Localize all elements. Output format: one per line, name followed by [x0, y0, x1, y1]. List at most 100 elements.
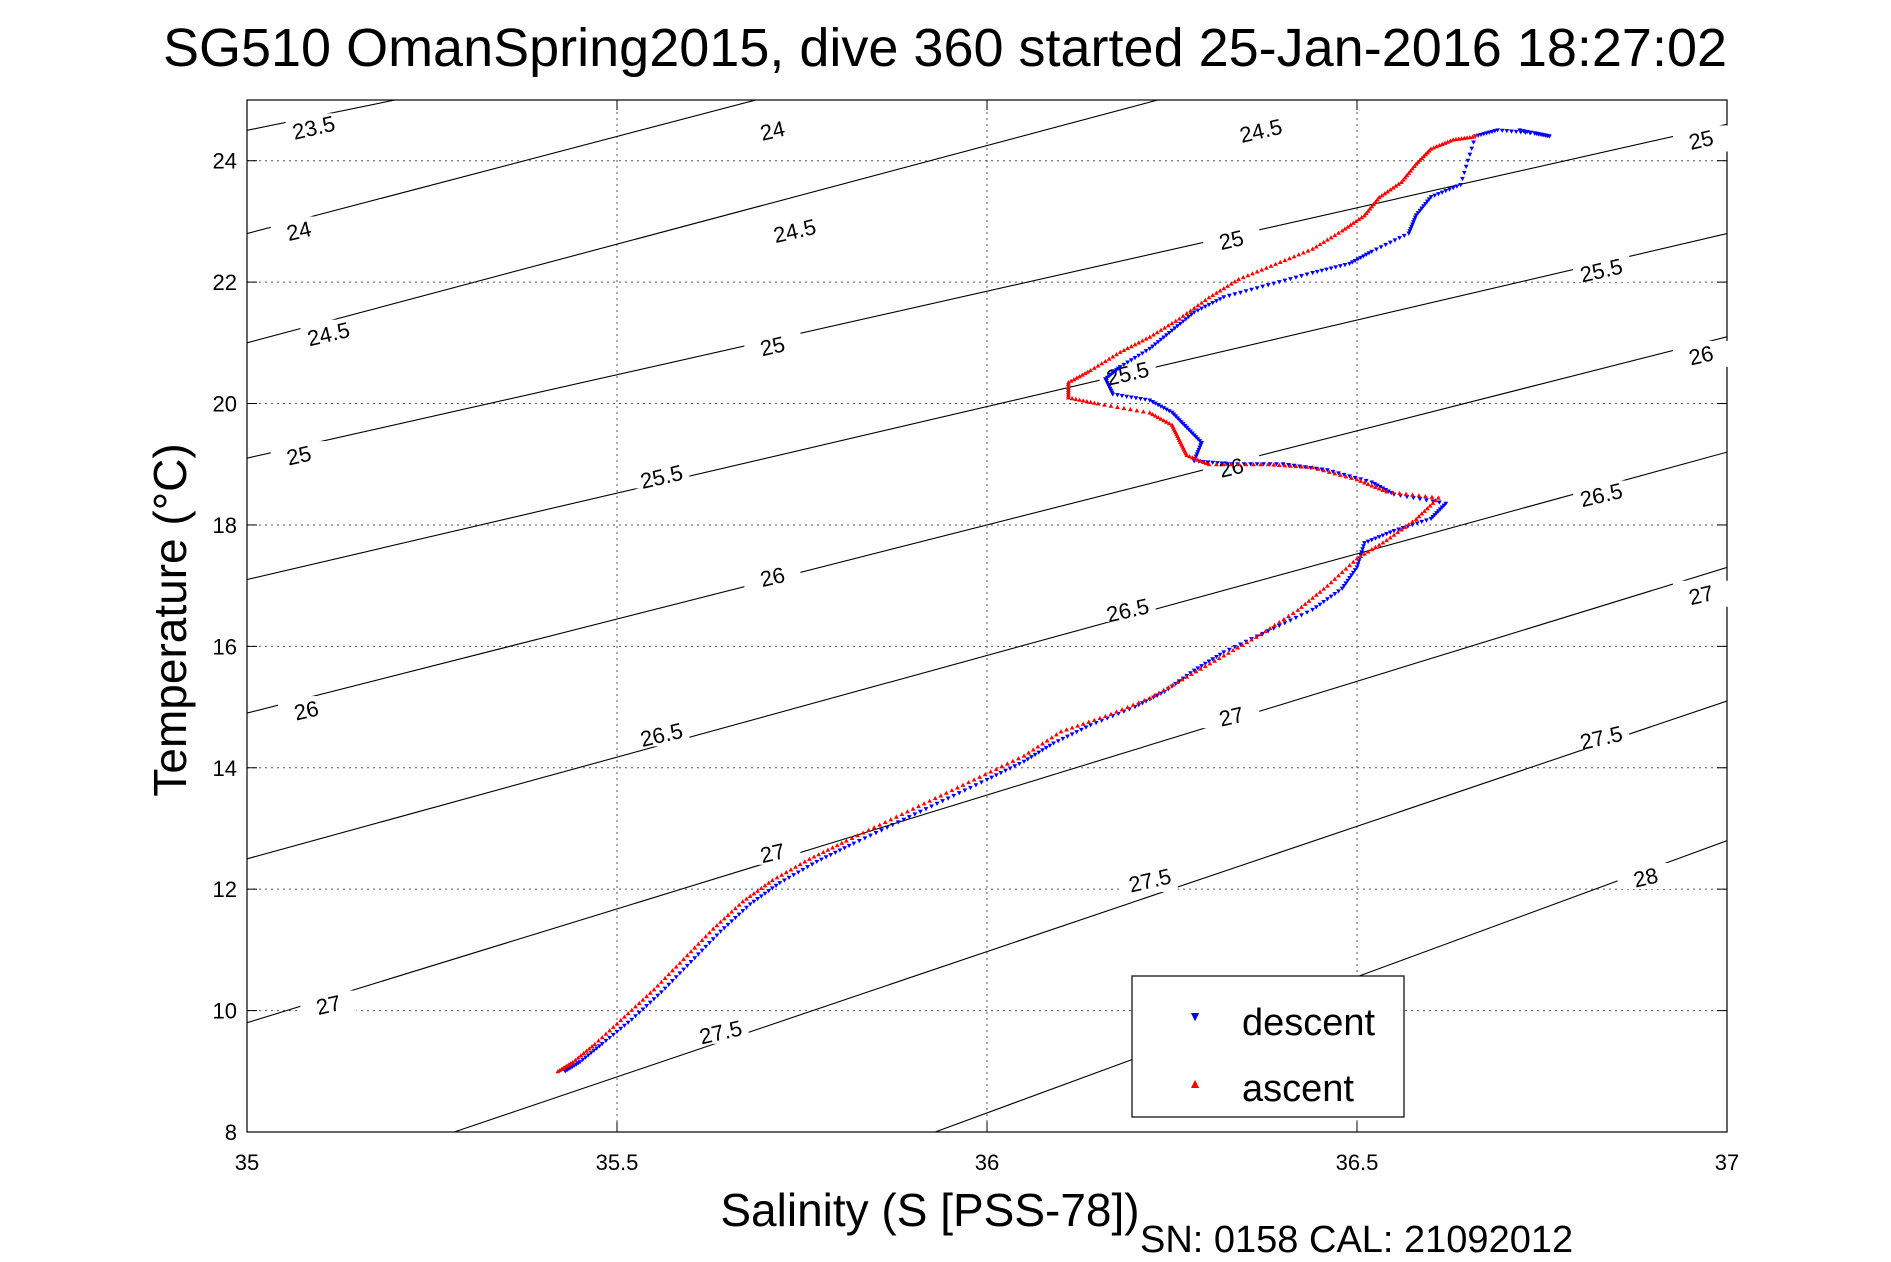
descent-point [1361, 254, 1366, 259]
descent-point [1366, 251, 1372, 256]
ascent-point [1162, 325, 1167, 330]
isopycnal-label: 27 [1686, 580, 1715, 610]
isopycnal-label-bg [692, 1017, 749, 1044]
descent-point [1210, 460, 1216, 465]
descent-point [1547, 134, 1552, 139]
descent-point [1291, 463, 1297, 468]
ascent-point [1192, 456, 1198, 461]
ascent-point [916, 803, 921, 809]
descent-point [805, 865, 810, 870]
ascent-point [666, 971, 672, 977]
ascent-point [1376, 194, 1382, 200]
descent-point [1169, 328, 1175, 333]
descent-point [1021, 759, 1027, 764]
descent-point [1217, 652, 1223, 657]
ascent-point [1203, 460, 1209, 466]
ascent-point [877, 822, 883, 827]
descent-point [1428, 195, 1434, 200]
isopycnal-label: 27 [758, 838, 787, 868]
descent-point [1304, 272, 1310, 277]
ascent-point [1350, 559, 1356, 564]
ascent-point [860, 830, 866, 835]
descent-point [744, 905, 749, 910]
descent-point [1517, 128, 1523, 133]
descent-point [1454, 184, 1460, 189]
descent-point [1347, 261, 1352, 267]
descent-point [1355, 257, 1361, 262]
descent-point [1232, 645, 1238, 650]
ascent-point [1184, 311, 1190, 316]
legend-box [1131, 975, 1405, 1118]
ascent-point [1225, 283, 1230, 288]
ascent-point [572, 1057, 578, 1062]
descent-point [684, 963, 690, 969]
ascent-point [1413, 516, 1419, 521]
ascent-point [662, 975, 668, 980]
ascent-point [905, 809, 910, 814]
descent-point [591, 1048, 597, 1054]
descent-point [1003, 768, 1008, 773]
descent-point [1349, 260, 1355, 265]
descent-point [714, 933, 720, 938]
descent-point [1450, 186, 1456, 191]
descent-point [1065, 734, 1070, 739]
ascent-point [1350, 220, 1356, 225]
ascent-point [1206, 295, 1212, 300]
ascent-point [1337, 472, 1343, 477]
ascent-point [1404, 172, 1410, 178]
descent-point [1461, 170, 1467, 176]
descent-point [1155, 340, 1161, 345]
ascent-point [1282, 463, 1288, 468]
isopycnal-label: 27 [1217, 702, 1246, 732]
ascent-point [1155, 414, 1161, 420]
ascent-point [1214, 290, 1219, 295]
descent-point [973, 783, 979, 788]
descent-point [1226, 647, 1232, 652]
ascent-point [1053, 732, 1059, 737]
ascent-point [1343, 566, 1349, 571]
x-axis-label: Salinity (S [PSS-78]) [720, 1184, 1139, 1236]
ascent-point [1134, 408, 1140, 413]
ascent-point [575, 1055, 581, 1060]
descent-point [1083, 725, 1089, 730]
descent-point [1417, 208, 1423, 213]
ascent-point [1075, 723, 1081, 728]
ascent-point [1152, 693, 1157, 698]
descent-point [795, 870, 801, 875]
descent-point [607, 1035, 612, 1041]
ascent-point [1304, 464, 1310, 469]
isopycnal-label-bg [633, 720, 690, 747]
isopycnal-label-bg [1673, 580, 1729, 607]
descent-point [1447, 187, 1452, 192]
ascent-point [1380, 487, 1386, 493]
descent-point [1299, 613, 1304, 618]
ascent-point [1110, 354, 1116, 359]
ascent-point [1073, 396, 1079, 401]
ascent-point [1310, 246, 1315, 251]
ascent-point [725, 912, 731, 917]
isopycnal-label-bg [270, 441, 327, 468]
descent-point [1074, 730, 1080, 735]
descent-point [1362, 541, 1367, 546]
ascent-point [1035, 744, 1041, 749]
ascent-point [1232, 279, 1238, 284]
ascent-point [1184, 674, 1190, 679]
ascent-point [1195, 303, 1201, 308]
ascent-point [966, 779, 971, 785]
ascent-point [1428, 146, 1434, 151]
descent-point [1032, 752, 1038, 758]
descent-point [868, 833, 873, 838]
ascent-point [1066, 380, 1071, 385]
ascent-point [1049, 735, 1055, 740]
descent-point [998, 771, 1004, 776]
ascent-point [927, 798, 933, 803]
ascent-point [943, 790, 949, 795]
y-axis-label: Temperature (°C) [144, 443, 196, 796]
ascent-point [1281, 616, 1287, 622]
ascent-point [993, 766, 999, 771]
ascent-point [1243, 462, 1249, 467]
descent-point [1007, 766, 1013, 771]
descent-point [1132, 356, 1138, 361]
descent-point [662, 986, 668, 991]
ascent-point [1127, 407, 1133, 412]
